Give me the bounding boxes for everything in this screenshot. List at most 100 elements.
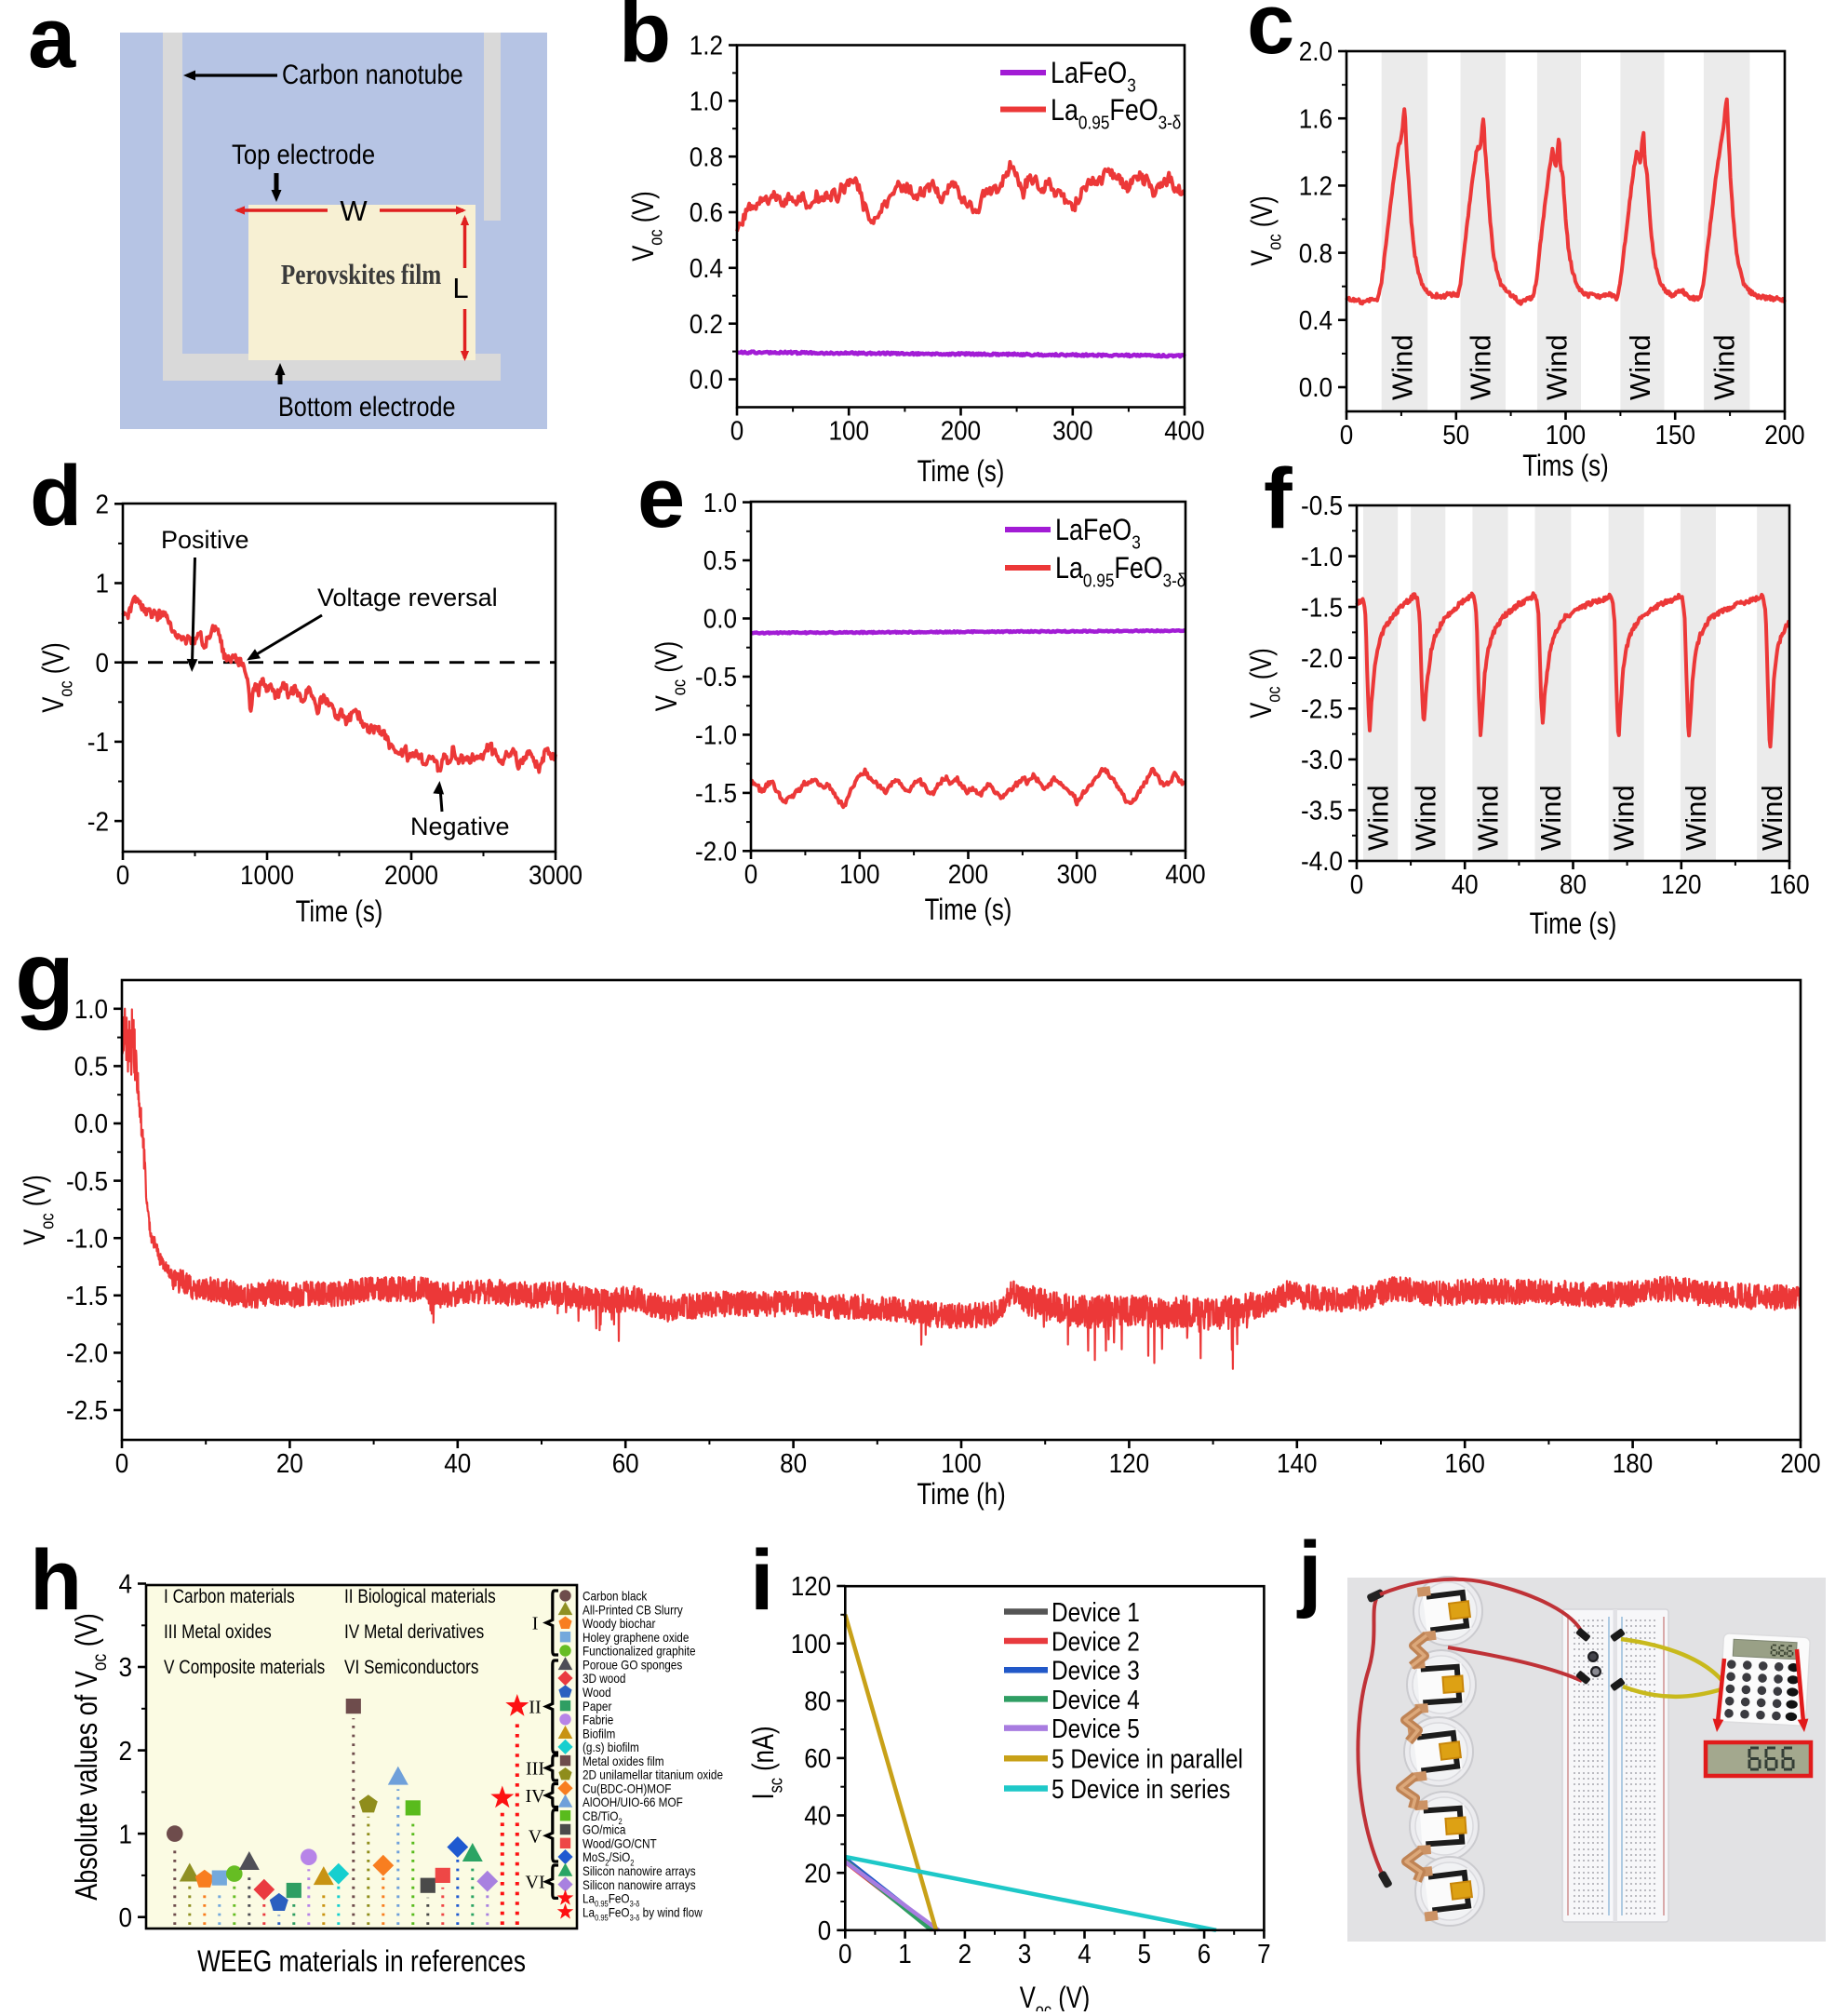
svg-text:Wind: Wind (1410, 785, 1442, 851)
svg-text:40: 40 (1452, 870, 1479, 900)
svg-text:AlOOH/UIO-66 MOF: AlOOH/UIO-66 MOF (583, 1794, 683, 1809)
svg-text:Woody biochar: Woody biochar (583, 1616, 656, 1631)
svg-text:Silicon nanowire arrays: Silicon nanowire arrays (583, 1863, 696, 1878)
svg-text:120: 120 (791, 1572, 832, 1602)
svg-text:5 Device in series: 5 Device in series (1051, 1775, 1230, 1805)
svg-text:0: 0 (744, 860, 758, 890)
svg-text:120: 120 (1661, 870, 1702, 900)
svg-text:oc: oc (89, 1654, 111, 1671)
svg-text:2: 2 (96, 491, 110, 520)
svg-text:0.6: 0.6 (690, 198, 723, 228)
svg-text:oc: oc (37, 1213, 59, 1229)
svg-text:I: I (746, 1793, 780, 1799)
svg-text:oc: oc (56, 680, 77, 696)
svg-text:VI Semiconductors: VI Semiconductors (344, 1657, 479, 1678)
svg-text:3-δ: 3-δ (630, 1900, 640, 1909)
svg-text:Negative: Negative (410, 813, 510, 840)
svg-text:i: i (750, 1533, 774, 1628)
svg-text:Biofilm: Biofilm (583, 1726, 615, 1740)
svg-text:0: 0 (96, 649, 110, 679)
svg-text:II: II (529, 1698, 541, 1718)
svg-text:0.0: 0.0 (1299, 373, 1333, 403)
svg-text:Wind: Wind (1386, 334, 1418, 400)
svg-text:Time (s): Time (s) (918, 454, 1005, 488)
svg-text:-1.0: -1.0 (66, 1224, 108, 1254)
svg-text:150: 150 (1655, 421, 1696, 450)
svg-text:3D wood: 3D wood (583, 1671, 625, 1686)
svg-text:60: 60 (612, 1449, 639, 1479)
svg-text:g: g (15, 922, 74, 1031)
svg-text:V: V (626, 245, 660, 262)
svg-text:0.0: 0.0 (690, 366, 723, 396)
svg-text:100: 100 (829, 417, 870, 447)
svg-text:0.95: 0.95 (595, 1914, 609, 1923)
svg-text:I Carbon materials: I Carbon materials (164, 1586, 295, 1607)
svg-text:Metal oxides film: Metal oxides film (583, 1754, 664, 1768)
svg-text:5 Device in parallel: 5 Device in parallel (1051, 1745, 1243, 1775)
svg-text:oc: oc (669, 679, 690, 695)
svg-text:20: 20 (276, 1449, 303, 1479)
svg-text:c: c (1247, 0, 1294, 72)
svg-text:2D unilamellar titanium oxide: 2D unilamellar titanium oxide (583, 1767, 723, 1782)
svg-text:-4.0: -4.0 (1301, 847, 1343, 877)
svg-text:0: 0 (115, 1449, 129, 1479)
svg-text:V: V (1245, 249, 1279, 266)
svg-text:20: 20 (804, 1859, 831, 1888)
svg-text:3-δ: 3-δ (630, 1914, 640, 1923)
svg-text:1.0: 1.0 (690, 87, 723, 117)
svg-text:V: V (36, 696, 70, 713)
svg-text:V: V (1020, 1981, 1037, 2011)
svg-text:j: j (1296, 1525, 1322, 1620)
svg-text:Wind: Wind (1471, 785, 1504, 851)
svg-text:(V): (V) (18, 1175, 51, 1213)
svg-text:1.2: 1.2 (1299, 172, 1333, 202)
svg-text:0.8: 0.8 (690, 142, 723, 172)
svg-text:0.8: 0.8 (1299, 239, 1333, 269)
svg-text:V: V (1244, 702, 1278, 719)
svg-text:sc: sc (766, 1778, 787, 1793)
svg-text:Perovskites film: Perovskites film (281, 258, 441, 290)
svg-text:2000: 2000 (384, 861, 438, 891)
svg-text:7: 7 (1257, 1940, 1271, 1969)
svg-text:f: f (1264, 451, 1293, 546)
svg-text:II Biological materials: II Biological materials (344, 1586, 496, 1607)
svg-text:Fabrie: Fabrie (583, 1713, 613, 1727)
svg-text:Device 1: Device 1 (1051, 1598, 1140, 1628)
svg-text:LaFeO: LaFeO (1051, 56, 1127, 89)
svg-text:Poroue GO sponges: Poroue GO sponges (583, 1658, 682, 1673)
svg-text:Wind: Wind (1534, 785, 1567, 851)
svg-text:200: 200 (941, 417, 981, 447)
svg-text:e: e (637, 450, 685, 545)
svg-text:0.4: 0.4 (690, 254, 723, 284)
svg-text:III: III (526, 1759, 544, 1780)
svg-text:(V): (V) (650, 641, 683, 679)
svg-text:0.2: 0.2 (690, 310, 723, 340)
svg-text:V: V (18, 1229, 51, 1245)
svg-text:0.5: 0.5 (703, 546, 737, 576)
svg-text:Paper: Paper (583, 1699, 612, 1714)
svg-text:Device 5: Device 5 (1051, 1714, 1140, 1744)
svg-text:Carbon nanotube: Carbon nanotube (282, 60, 463, 90)
svg-text:100: 100 (1546, 421, 1587, 450)
svg-text:160: 160 (1444, 1449, 1485, 1479)
svg-text:Time (s): Time (s) (1530, 907, 1617, 940)
svg-text:-2: -2 (87, 807, 109, 837)
svg-text:Silicon nanowire arrays: Silicon nanowire arrays (583, 1877, 696, 1892)
svg-text:La: La (583, 1904, 595, 1919)
svg-text:-2.5: -2.5 (66, 1396, 108, 1426)
svg-text:by wind flow: by wind flow (639, 1904, 703, 1919)
svg-text:1000: 1000 (240, 861, 294, 891)
svg-text:(V): (V) (1244, 648, 1278, 686)
svg-text:I: I (532, 1614, 539, 1634)
svg-text:III Metal oxides: III Metal oxides (164, 1621, 272, 1643)
svg-text:1: 1 (119, 1820, 133, 1849)
svg-text:(nA): (nA) (746, 1727, 780, 1779)
svg-text:2.0: 2.0 (1299, 37, 1333, 67)
svg-text:FeO: FeO (609, 1891, 630, 1906)
svg-text:V: V (529, 1826, 542, 1847)
svg-text:LaFeO: LaFeO (1055, 513, 1132, 546)
svg-text:Wind: Wind (1540, 334, 1573, 400)
svg-text:-0.5: -0.5 (1301, 491, 1343, 521)
svg-text:1: 1 (96, 570, 110, 599)
svg-text:Top electrode: Top electrode (232, 140, 375, 170)
